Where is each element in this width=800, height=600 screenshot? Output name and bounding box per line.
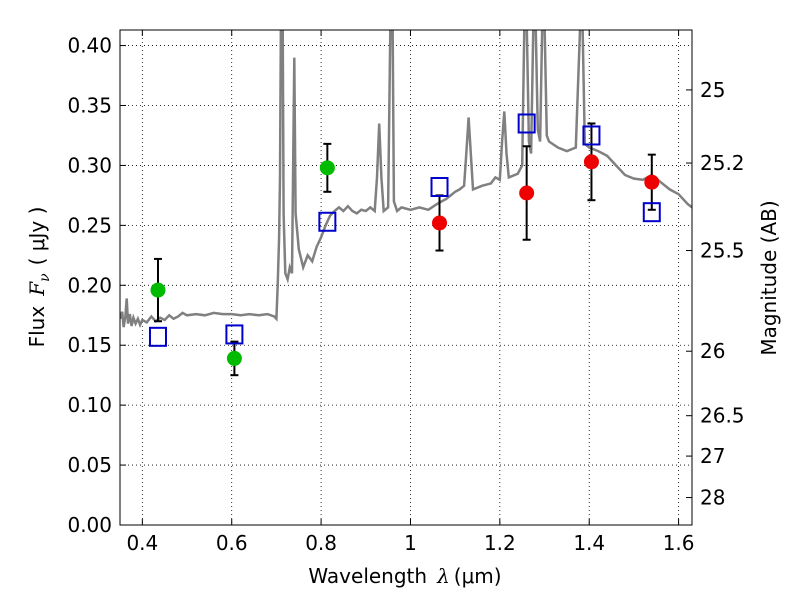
x-tick-label: 1.4 [573, 531, 605, 555]
red-data-point [432, 215, 448, 231]
magnitude-tick-label: 25 [700, 78, 725, 102]
model-boxes [148, 113, 661, 347]
magnitude-tick-label: 27 [700, 444, 725, 468]
green-data-point [226, 350, 242, 366]
x-axis-label: Wavelength λ (μm) [308, 564, 501, 588]
y-tick-label: 0.30 [67, 153, 112, 177]
red-data-point [644, 174, 660, 190]
y-tick-label: 0.40 [67, 34, 112, 58]
red-data-point [519, 185, 535, 201]
y-tick-label: 0.00 [67, 513, 112, 537]
y-tick-label: 0.10 [67, 393, 112, 417]
spectrum-line [120, 30, 692, 329]
x-tick-label: 1.2 [484, 531, 516, 555]
y-tick-label: 0.20 [67, 273, 112, 297]
y-axis-label: Flux Fν ( μJy ) [25, 207, 53, 348]
green-data-point [150, 282, 166, 298]
y-tick-label: 0.05 [67, 453, 112, 477]
magnitude-tick-label: 26 [700, 339, 725, 363]
y-axis-label-symbol: F [25, 281, 49, 297]
x-tick-labels: 0.4 0.6 0.8 1 1.2 1.4 1.6 [126, 531, 694, 555]
x-tick-label: 1 [404, 531, 417, 555]
grid-lines [120, 30, 692, 525]
error-bars [153, 122, 656, 377]
x-tick-label: 0.6 [216, 531, 248, 555]
model-box-marker [430, 177, 449, 198]
y-axis-label-sub: ν [37, 273, 53, 282]
plot-frame [119, 29, 693, 526]
y-axis-label-unit: ( μJy ) [25, 207, 49, 266]
magnitude-tick-label: 28 [700, 486, 725, 510]
model-box-marker [148, 326, 167, 347]
data-points [150, 154, 660, 366]
model-spectrum [120, 30, 692, 329]
red-data-point [583, 154, 599, 170]
x-axis-label-unit: (μm) [454, 564, 502, 588]
y2-axis-label: Magnitude (AB) [757, 200, 781, 355]
y-tick-label: 0.25 [67, 213, 112, 237]
model-box-marker [582, 125, 601, 146]
model-box-marker [517, 113, 536, 134]
magnitude-tick-label: 25.5 [700, 239, 745, 263]
axis-ticks [120, 30, 692, 526]
model-box-marker [642, 202, 661, 223]
model-box-marker [225, 324, 244, 345]
x-axis-label-symbol: λ [436, 564, 450, 588]
y-tick-labels: 0.00 0.05 0.10 0.15 0.20 0.25 0.30 0.35 0.40 [67, 34, 112, 537]
y-tick-label: 0.15 [67, 333, 112, 357]
y-axis-label-main: Flux [25, 306, 49, 348]
x-tick-label: 0.8 [305, 531, 337, 555]
magnitude-tick-label: 26.5 [700, 404, 745, 428]
green-data-point [319, 160, 335, 176]
x-tick-label: 0.4 [126, 531, 158, 555]
model-box-marker [318, 211, 337, 232]
x-tick-label: 1.6 [663, 531, 695, 555]
y-tick-label: 0.35 [67, 94, 112, 118]
x-axis-label-main: Wavelength [308, 564, 427, 588]
magnitude-tick-label: 25.2 [700, 151, 745, 175]
magnitude-tick-labels: 25 25.2 25.5 26 26.5 27 28 [700, 78, 745, 510]
